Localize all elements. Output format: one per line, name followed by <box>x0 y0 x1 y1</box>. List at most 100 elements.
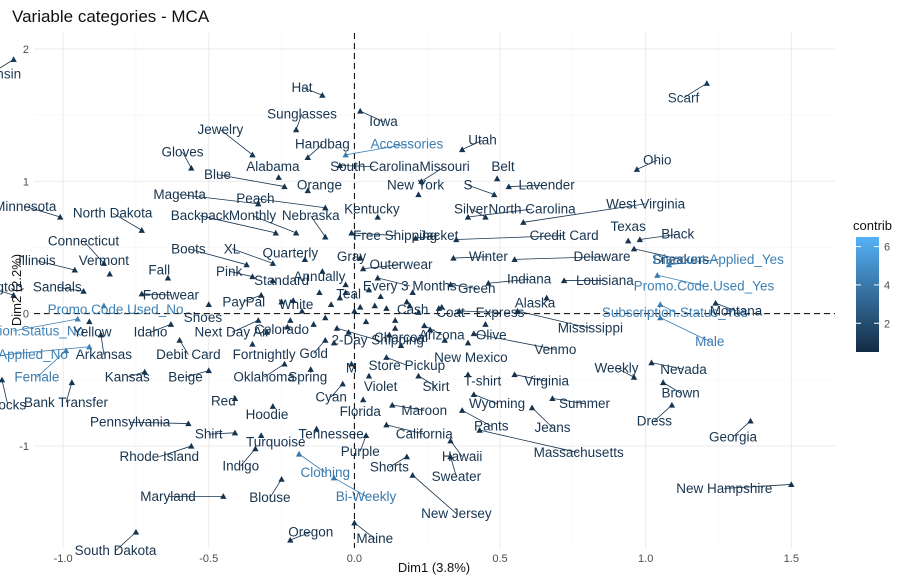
data-point <box>415 309 422 315</box>
point-label: Summer <box>559 396 611 411</box>
contrib-legend: contrib 2 4 6 <box>853 218 892 352</box>
point-label: New Hampshire <box>676 481 772 496</box>
point-label: Brown <box>661 386 699 401</box>
point-label: White <box>279 297 314 312</box>
data-point <box>403 453 411 460</box>
data-point <box>636 236 644 243</box>
point-label: Maroon <box>401 403 447 418</box>
data-point <box>493 175 501 182</box>
data-point <box>357 303 364 310</box>
point-label: Skirt <box>422 379 449 394</box>
point-label: Pants <box>474 419 509 434</box>
data-point <box>383 305 390 311</box>
point-label: Backpack <box>171 208 230 223</box>
point-label: Every 3 Months <box>363 278 457 293</box>
leader-line <box>470 208 486 218</box>
leader-line <box>450 440 463 457</box>
point-label: Teal <box>336 286 361 301</box>
point-label: Maryland <box>140 489 196 504</box>
leader-line <box>130 421 189 424</box>
leader-line <box>662 382 681 394</box>
leader-line <box>418 375 437 387</box>
y-tick-label: 2 <box>23 44 29 56</box>
data-point <box>365 286 373 293</box>
data-point <box>188 164 195 171</box>
data-point <box>351 307 358 314</box>
data-point <box>185 420 192 427</box>
point-label: Illinois <box>18 253 56 268</box>
point-label: Credit Card <box>530 228 599 243</box>
point-label: Venmo <box>534 342 576 357</box>
data-point <box>345 329 352 335</box>
data-point <box>290 297 297 303</box>
leader-line <box>298 453 326 473</box>
leader-line <box>488 278 530 284</box>
data-point <box>386 331 393 338</box>
leader-line <box>269 478 282 498</box>
point-label: Georgia <box>709 429 758 444</box>
point-label: Belt <box>491 159 515 174</box>
point-label: Green <box>458 281 496 296</box>
data-point <box>86 318 93 325</box>
point-label: Subscription.Status_No <box>0 323 84 338</box>
point-label: Washington <box>0 280 23 295</box>
data-point <box>511 371 518 378</box>
leader-line <box>263 363 285 378</box>
legend-tick-label: 2 <box>884 318 890 330</box>
point-label: Montana <box>710 304 763 319</box>
data-point <box>322 233 329 240</box>
leader-line <box>57 286 84 292</box>
leader-line <box>424 325 442 336</box>
point-label: Subscription.Status_Yes <box>602 305 748 320</box>
point-label: Kentucky <box>344 202 400 217</box>
data-point <box>231 429 239 436</box>
data-point <box>74 315 81 322</box>
data-point <box>365 372 373 379</box>
leader-line <box>208 432 235 435</box>
point-label: Missouri <box>420 159 470 174</box>
data-point <box>316 289 323 296</box>
point-label: Colorado <box>254 322 309 337</box>
leader-line <box>386 424 425 435</box>
point-label: Gold <box>299 346 328 361</box>
data-point <box>415 372 422 379</box>
data-point <box>406 302 413 309</box>
point-label: Idaho <box>134 325 168 340</box>
leader-line <box>150 323 172 333</box>
data-point <box>220 493 227 499</box>
data-point <box>520 219 527 225</box>
point-label: Sandals <box>33 280 82 295</box>
point-label: PayPal <box>222 294 265 309</box>
data-point <box>68 379 76 386</box>
point-label: Arkansas <box>76 347 133 362</box>
data-point <box>164 274 172 281</box>
data-point <box>333 325 341 331</box>
data-point <box>668 401 676 408</box>
data-point <box>269 260 277 266</box>
legend-tick-label: 4 <box>884 280 890 292</box>
leader-line <box>415 235 439 239</box>
plot-panel <box>34 33 835 548</box>
leader-line <box>4 346 90 356</box>
data-point <box>412 235 419 241</box>
leader-line <box>127 371 145 378</box>
data-point <box>418 178 425 184</box>
point-label: Oklahoma <box>233 370 295 385</box>
data-point <box>657 301 664 307</box>
point-label: T-shirt <box>464 374 502 389</box>
data-point <box>10 56 17 63</box>
point-label: Sweater <box>432 469 482 484</box>
data-point <box>307 366 314 372</box>
x-axis-title: Dim1 (3.8%) <box>398 560 470 575</box>
data-point <box>167 321 175 327</box>
leader-line <box>636 159 658 170</box>
point-label: West Virginia <box>606 196 686 211</box>
x-axis-ticks: -1.0 -0.5 0.0 0.5 1.0 1.5 <box>54 553 799 565</box>
point-label: Socks <box>0 398 26 413</box>
data-point <box>336 294 344 301</box>
point-label: Utah <box>468 133 497 148</box>
data-point <box>205 367 212 374</box>
leader-line <box>13 318 78 332</box>
data-point <box>389 401 396 408</box>
point-label: 2-Day Shipping <box>332 333 424 348</box>
